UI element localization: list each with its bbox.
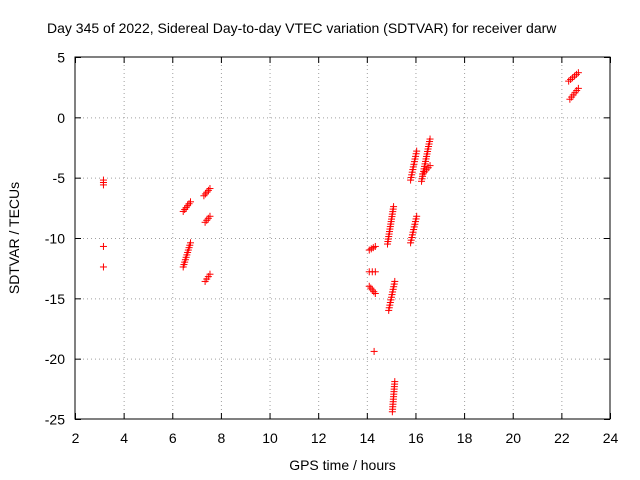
x-tick-label: 22 — [554, 430, 570, 446]
x-tick-label: 14 — [360, 430, 376, 446]
data-point — [391, 378, 399, 386]
data-point — [99, 242, 107, 250]
data-point — [371, 290, 379, 298]
x-tick-label: 2 — [72, 430, 80, 446]
chart-title: Day 345 of 2022, Sidereal Day-to-day VTE… — [47, 20, 557, 36]
data-point — [426, 162, 434, 170]
x-tick-label: 10 — [262, 430, 278, 446]
x-axis-title: GPS time / hours — [289, 457, 396, 473]
x-tick-label: 16 — [408, 430, 424, 446]
data-point — [567, 75, 575, 83]
grid — [75, 57, 610, 419]
data-point — [368, 286, 376, 294]
data-point — [203, 188, 211, 196]
data-point — [99, 181, 107, 189]
data-point — [206, 212, 214, 220]
data-point — [201, 190, 209, 198]
x-tick-label: 20 — [505, 430, 521, 446]
data-point — [204, 186, 212, 194]
y-tick-label: -5 — [53, 170, 66, 186]
data-point — [574, 84, 582, 92]
y-axis-title: SDTVAR / TECUs — [6, 182, 22, 294]
x-tick-label: 8 — [218, 430, 226, 446]
data-point — [570, 72, 578, 80]
data-point — [187, 198, 195, 206]
x-tick-label: 18 — [457, 430, 473, 446]
y-tick-label: -15 — [45, 291, 65, 307]
x-tick-label: 4 — [120, 430, 128, 446]
data-point — [200, 192, 208, 200]
data-point — [390, 203, 398, 211]
data-point — [370, 288, 378, 296]
y-tick-label: 0 — [57, 110, 65, 126]
data-point — [371, 268, 379, 276]
data-point — [365, 282, 373, 290]
x-tick-label: 6 — [169, 430, 177, 446]
data-point — [391, 277, 399, 285]
data-point — [367, 284, 375, 292]
data-point — [572, 70, 580, 78]
data-point — [426, 135, 434, 143]
data-point — [206, 270, 214, 278]
data-point — [99, 263, 107, 271]
data-point — [569, 74, 577, 82]
y-tick-label: -10 — [45, 231, 65, 247]
data-point — [413, 147, 421, 155]
data-point — [574, 69, 582, 77]
x-tick-label: 24 — [603, 430, 619, 446]
data-point — [413, 212, 421, 220]
y-tick-label: -20 — [45, 351, 65, 367]
data-point — [206, 185, 214, 193]
y-tick-label: -25 — [45, 412, 65, 428]
data-point — [187, 239, 195, 247]
data-points — [99, 69, 582, 416]
data-point — [371, 242, 379, 250]
y-tick-label: 5 — [57, 50, 65, 66]
axis-ticks: 2 4 6 8 10 12 14 16 18 20 22 24-25-20-15-10-505 — [45, 50, 619, 447]
x-tick-label: 12 — [311, 430, 327, 446]
plot-frame — [74, 56, 611, 420]
data-point — [370, 347, 378, 355]
data-point — [565, 77, 573, 85]
